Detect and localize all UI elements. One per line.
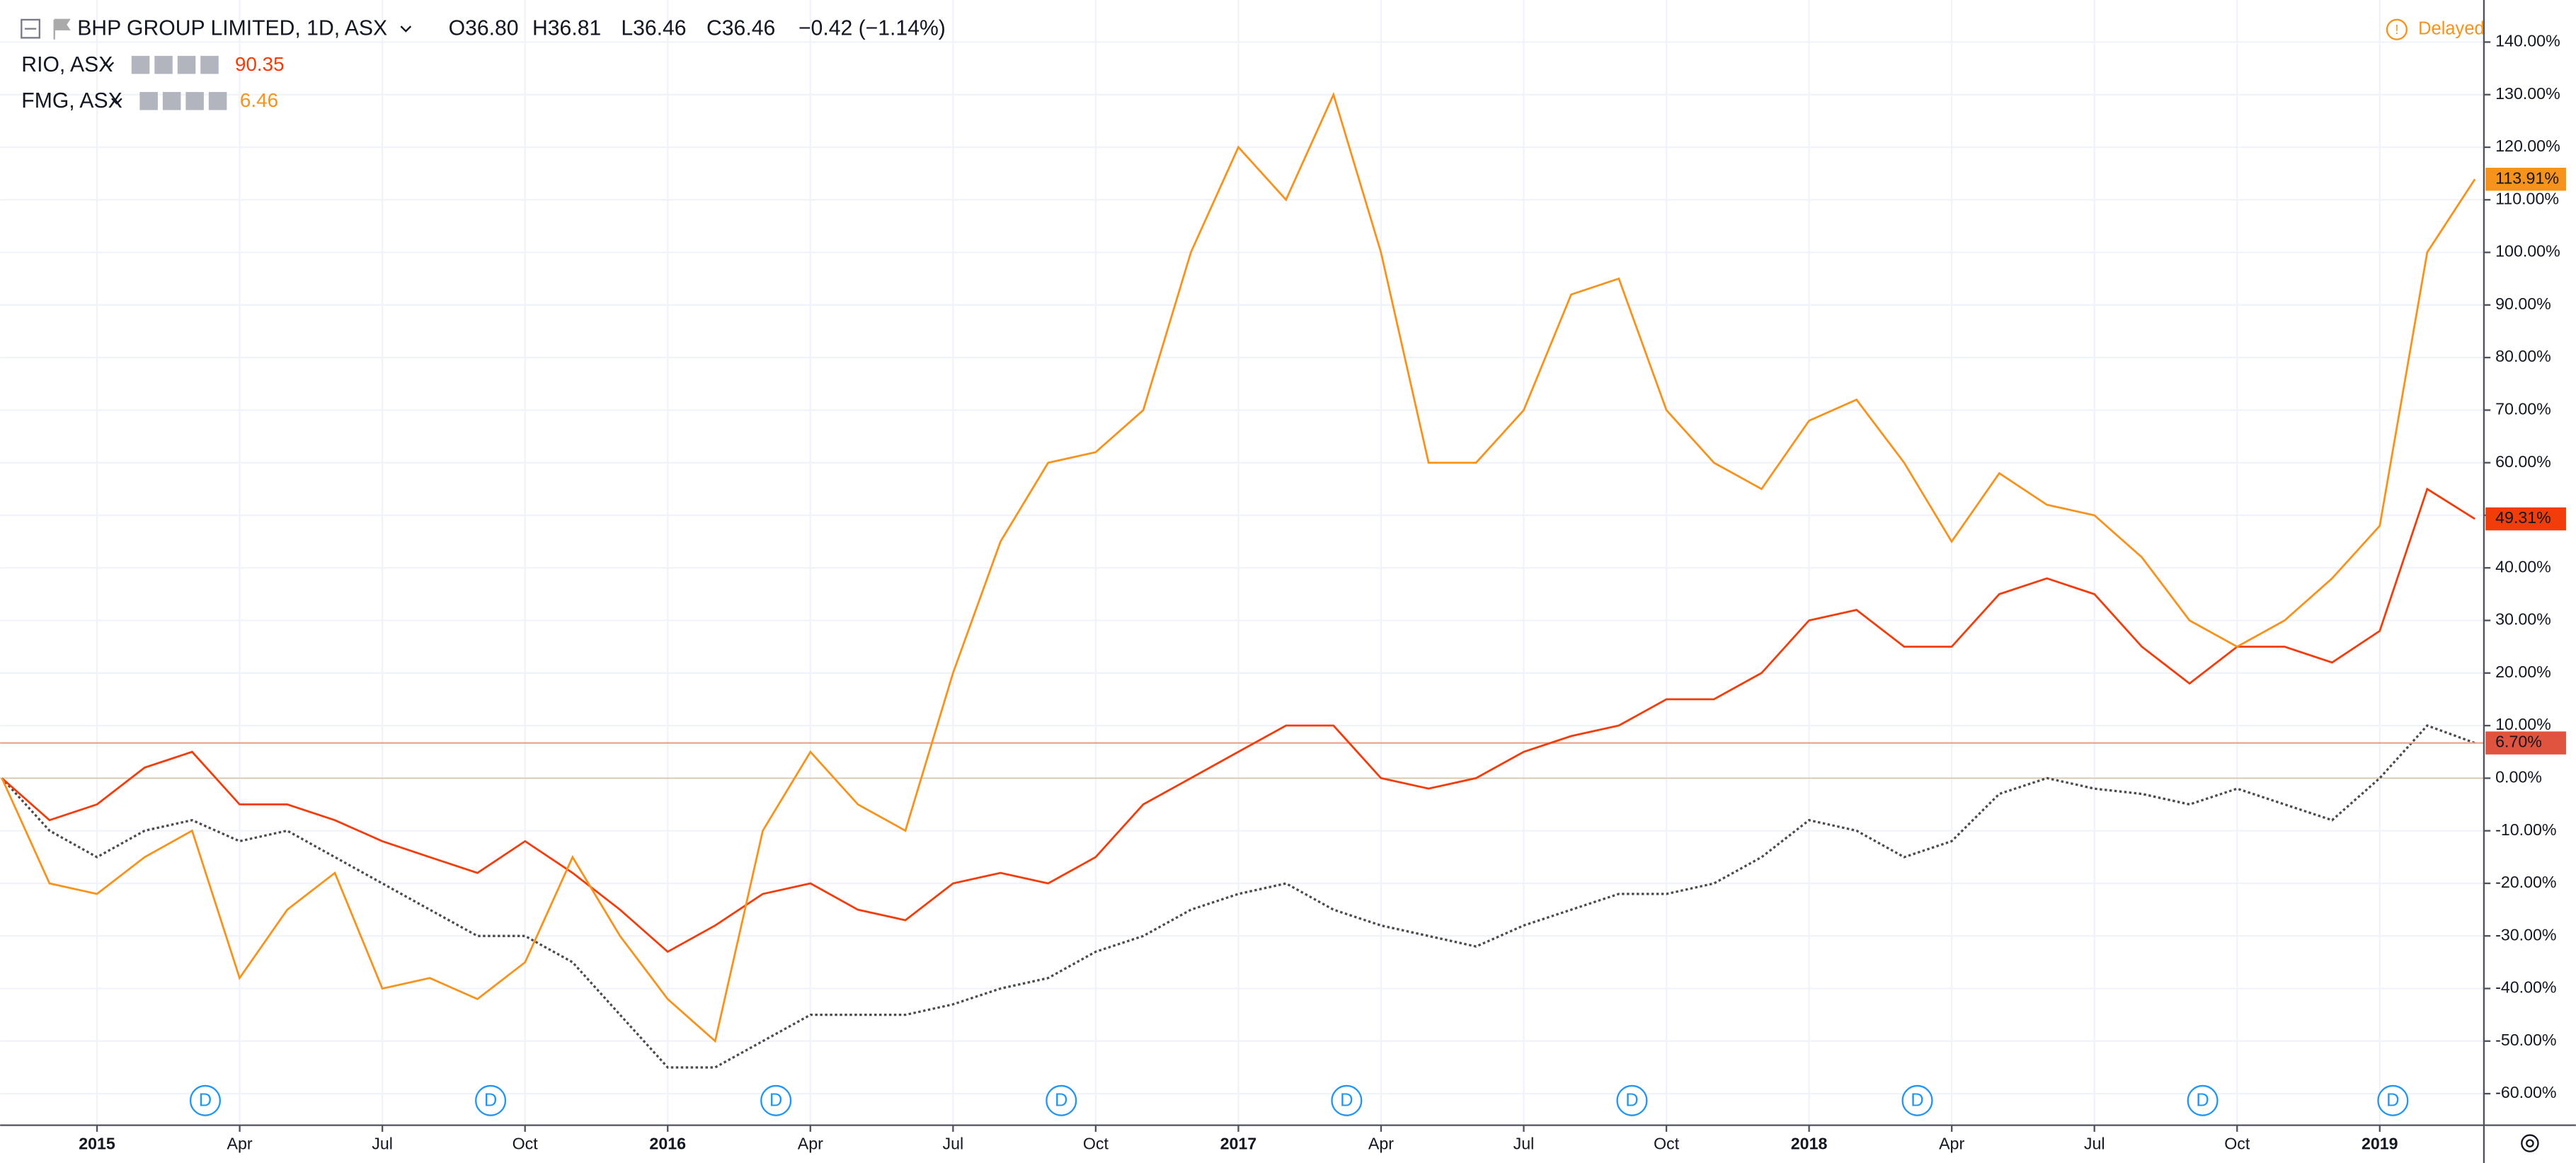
value-tag-label: 6.70% (2495, 733, 2542, 751)
y-tick-label: -40.00% (2495, 978, 2556, 997)
dividend-marker (1901, 1084, 1933, 1116)
x-tick-label: 2019 (2362, 1135, 2398, 1153)
y-tick-label: 110.00% (2495, 189, 2559, 207)
dropdown-icon[interactable] (400, 25, 412, 33)
y-tick-label: 100.00% (2495, 242, 2560, 260)
y-tick-label: 80.00% (2495, 347, 2551, 365)
settings-button[interactable] (154, 55, 173, 74)
y-tick-label: 20.00% (2495, 663, 2551, 681)
change-value: −0.42 (−1.14%) (798, 17, 946, 40)
add-button[interactable] (177, 55, 196, 74)
series-line (1, 91, 2476, 1043)
x-tick-label: 2017 (1220, 1135, 1257, 1153)
y-tick-label: 30.00% (2495, 610, 2551, 629)
delayed-icon-mark: ! (2395, 22, 2398, 37)
dividend-label: D (484, 1091, 497, 1111)
dividend-marker (1046, 1084, 1077, 1116)
value-tag-label: 113.91% (2495, 168, 2559, 187)
price-bars (1, 724, 2475, 1069)
y-tick-label: 40.00% (2495, 557, 2551, 575)
y-tick-label: -30.00% (2495, 925, 2556, 944)
dividend-label: D (1055, 1091, 1067, 1111)
value-tag (2485, 731, 2566, 755)
x-tick-label: Apr (1939, 1135, 1964, 1153)
delayed-status[interactable]: Delayed (2418, 19, 2485, 39)
settings-button[interactable] (162, 91, 181, 110)
y-tick-label: -20.00% (2495, 873, 2556, 891)
dividend-label: D (2386, 1091, 2399, 1111)
x-tick-label: Apr (798, 1135, 823, 1153)
dividend-marker (1616, 1084, 1648, 1116)
x-tick-label: 2016 (649, 1135, 686, 1153)
y-tick-label: -60.00% (2495, 1083, 2556, 1101)
open-value: O36.80 (449, 17, 519, 40)
x-tick-label: Apr (1368, 1135, 1394, 1153)
y-tick-label: 60.00% (2495, 452, 2551, 471)
dropdown-icon[interactable] (103, 62, 115, 69)
legend-name[interactable]: RIO, ASX (21, 53, 113, 76)
x-tick-label: Jul (372, 1135, 393, 1153)
value-tag (2485, 507, 2566, 531)
y-tick-label: -50.00% (2495, 1031, 2556, 1049)
axes: -60.00% -50.00% -40.00% -30.00% -20.00% -10.0… (79, 32, 2566, 1153)
symbol-title[interactable]: BHP GROUP LIMITED, 1D, ASX (77, 17, 387, 40)
low-value: L36.46 (621, 17, 686, 40)
remove-button[interactable] (200, 55, 219, 74)
x-tick-label: 2015 (79, 1135, 115, 1153)
remove-button[interactable] (208, 91, 227, 110)
close-value: C36.46 (706, 17, 775, 40)
y-tick-label: 70.00% (2495, 400, 2551, 418)
legend-price: 90.35 (235, 53, 285, 75)
y-tick-label: 10.00% (2495, 715, 2551, 733)
dividend-label: D (1911, 1091, 1923, 1111)
dividend-label: D (1625, 1091, 1638, 1111)
collapse-button[interactable] (21, 18, 40, 39)
y-tick-label: 130.00% (2495, 84, 2560, 103)
x-tick-label: Jul (1513, 1135, 1535, 1153)
legend-buttons (139, 91, 227, 110)
x-tick-label: Oct (1654, 1135, 1680, 1153)
y-tick-label: 140.00% (2495, 32, 2560, 50)
high-value: H36.81 (532, 17, 601, 40)
dividend-label: D (769, 1091, 782, 1111)
x-tick-label: 2018 (1791, 1135, 1828, 1153)
add-button[interactable] (185, 91, 204, 110)
legend-price: 6.46 (240, 89, 278, 111)
delayed-icon (2386, 18, 2408, 40)
hide-button[interactable] (139, 91, 158, 110)
legend-name[interactable]: FMG, ASX (21, 89, 122, 113)
y-tick-label: -10.00% (2495, 820, 2556, 839)
x-tick-label: Oct (1083, 1135, 1109, 1153)
hide-button[interactable] (131, 55, 150, 74)
dividend-marker (760, 1084, 792, 1116)
value-tag (2485, 167, 2566, 191)
settings-gear[interactable] (2521, 1134, 2539, 1152)
legend-buttons (131, 55, 219, 74)
x-tick-label: Jul (2084, 1135, 2105, 1153)
x-tick-label: Oct (513, 1135, 539, 1153)
flag-icon (53, 18, 71, 40)
x-tick-label: Jul (942, 1135, 963, 1153)
value-tag-label: 49.31% (2495, 508, 2551, 527)
x-tick-label: Apr (227, 1135, 253, 1153)
y-tick-label: 90.00% (2495, 294, 2551, 313)
y-tick-label: 0.00% (2495, 767, 2542, 786)
dividend-marker (189, 1084, 222, 1116)
settings-gear-hub (2526, 1139, 2534, 1147)
series-line (1, 487, 2475, 953)
dividend-label: D (1340, 1091, 1353, 1111)
dropdown-icon[interactable] (111, 98, 122, 105)
y-tick-label: 120.00% (2495, 137, 2560, 155)
dividend-marker (2187, 1084, 2219, 1116)
dividend-label: D (2196, 1091, 2209, 1111)
dividend-label: D (199, 1091, 212, 1111)
x-tick-label: Oct (2224, 1135, 2250, 1153)
dividend-marker (1331, 1084, 1363, 1116)
dividend-marker (2377, 1084, 2409, 1116)
grid (0, 0, 2484, 1125)
dividend-marker (475, 1084, 507, 1116)
